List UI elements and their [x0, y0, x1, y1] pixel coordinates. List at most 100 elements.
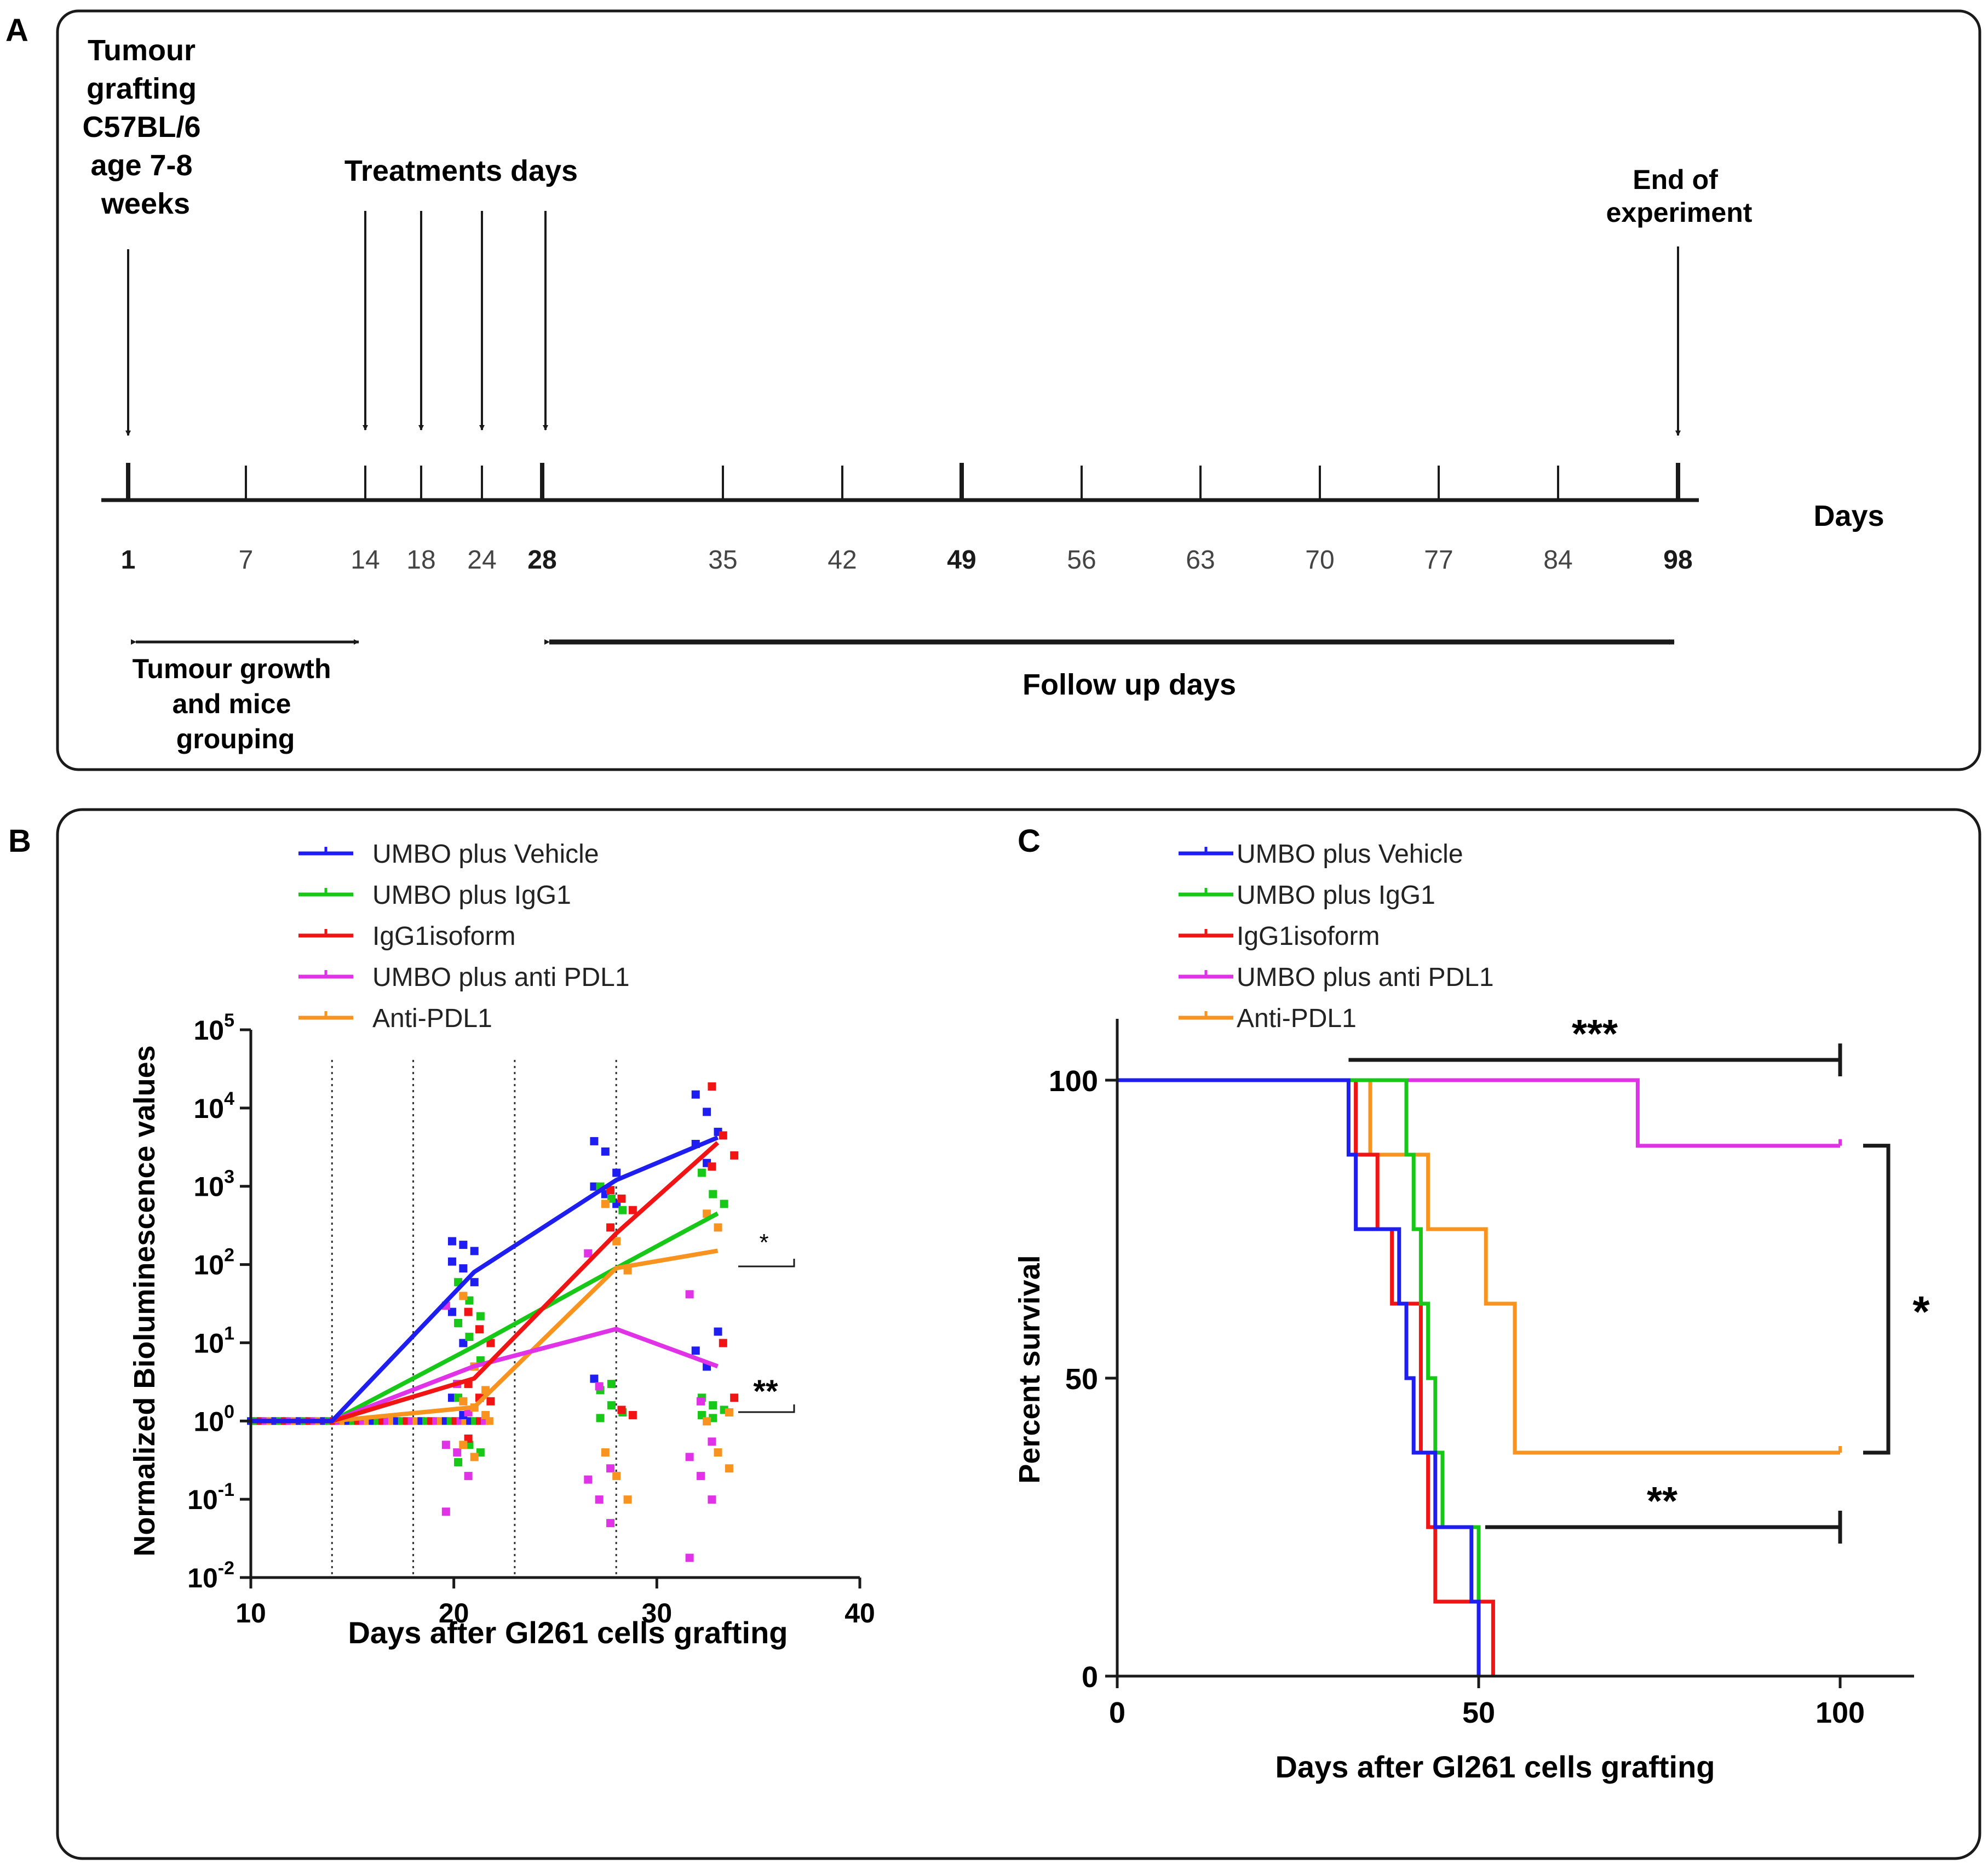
- point-igg1isoform: [730, 1393, 739, 1402]
- point-umbo-plus-igg1: [607, 1380, 616, 1389]
- legend: UMBO plus Vehicle UMBO plus IgG1 IgG1isofo…: [1179, 840, 1494, 1033]
- sig-label-triple: ***: [1572, 1012, 1618, 1056]
- point-umbo-plus-igg1: [596, 1414, 605, 1423]
- timeline-label-28: 28: [527, 546, 556, 575]
- point-umbo-plus-anti-pdl1: [441, 1441, 450, 1449]
- legend-label-igg1isoform: IgG1isoform: [372, 922, 515, 951]
- point-umbo-plus-anti-pdl1: [708, 1495, 716, 1504]
- y-tick-label: 100: [193, 1401, 234, 1437]
- point-anti-pdl1: [601, 1448, 610, 1457]
- grafting-label: Tumour grafting C57BL/6 age 7-8 weeks: [82, 34, 209, 220]
- point-igg1isoform: [606, 1223, 615, 1232]
- bracket-umbo-anti-pdl1: [738, 1404, 795, 1413]
- legend-label-umbo-plus-vehicle: UMBO plus Vehicle: [1237, 840, 1463, 869]
- point-igg1isoform: [708, 1082, 716, 1091]
- line-umbo-plus-vehicle: [251, 1135, 719, 1424]
- point-umbo-plus-vehicle: [590, 1374, 599, 1383]
- point-umbo-plus-vehicle: [447, 1257, 456, 1266]
- treatment-day-lines: [331, 1060, 617, 1578]
- point-anti-pdl1: [459, 1441, 468, 1449]
- x-axis-label: Days after Gl261 cells grafting: [1275, 1750, 1715, 1784]
- point-umbo-plus-vehicle: [447, 1307, 456, 1316]
- point-umbo-plus-igg1: [465, 1333, 474, 1341]
- y-tick-label: 10-2: [187, 1558, 234, 1593]
- y-tick-label: 103: [193, 1167, 234, 1202]
- panel-a-letter: A: [5, 13, 28, 48]
- point-anti-pdl1: [714, 1223, 722, 1232]
- point-umbo-plus-vehicle: [612, 1168, 621, 1177]
- panel-bc-frame: [56, 808, 1981, 1860]
- legend-label-umbo-plus-anti-pdl1: UMBO plus anti PDL1: [372, 963, 630, 992]
- panel-b-letter: B: [8, 823, 31, 859]
- point-umbo-plus-igg1: [720, 1200, 728, 1208]
- y-tick-label: 104: [193, 1088, 234, 1124]
- timeline-label-14: 14: [351, 546, 380, 575]
- timeline-label-7: 7: [239, 546, 254, 575]
- y-tick-label: 10-1: [187, 1479, 234, 1515]
- point-anti-pdl1: [459, 1292, 468, 1300]
- point-igg1isoform: [464, 1307, 473, 1316]
- point-umbo-plus-anti-pdl1: [685, 1453, 694, 1461]
- y-axis-label: Normalized Bioluminescence values: [128, 1045, 161, 1556]
- timeline-label-98: 98: [1663, 546, 1692, 575]
- point-umbo-plus-vehicle: [590, 1137, 599, 1145]
- timeline-label-70: 70: [1305, 546, 1334, 575]
- y-axis-label: Percent survival: [1013, 1255, 1046, 1483]
- point-umbo-plus-vehicle: [470, 1247, 479, 1255]
- point-umbo-plus-anti-pdl1: [584, 1249, 593, 1258]
- point-umbo-plus-vehicle: [714, 1327, 722, 1336]
- sig-label-double: **: [753, 1374, 778, 1409]
- point-umbo-plus-igg1: [454, 1458, 463, 1466]
- timeline-label-42: 42: [828, 546, 857, 575]
- sig-label-single: *: [759, 1229, 768, 1256]
- point-igg1isoform: [617, 1194, 626, 1203]
- point-igg1isoform: [475, 1325, 484, 1334]
- series-lines: [251, 1135, 720, 1424]
- point-igg1isoform: [606, 1186, 615, 1195]
- point-igg1isoform: [708, 1162, 716, 1171]
- point-anti-pdl1: [612, 1237, 621, 1246]
- point-umbo-plus-igg1: [709, 1190, 717, 1198]
- end-of-experiment-label: End of experiment: [1606, 164, 1753, 228]
- point-umbo-plus-vehicle: [703, 1108, 711, 1116]
- significance-annotations: ***: [738, 1229, 795, 1413]
- point-anti-pdl1: [623, 1495, 632, 1504]
- point-umbo-plus-igg1: [618, 1206, 627, 1214]
- point-anti-pdl1: [725, 1408, 733, 1417]
- point-umbo-plus-anti-pdl1: [685, 1290, 694, 1299]
- timeline-label-18: 18: [406, 546, 435, 575]
- timeline-label-77: 77: [1424, 546, 1453, 575]
- point-anti-pdl1: [703, 1417, 711, 1426]
- sig-label-single: *: [1912, 1287, 1930, 1336]
- point-igg1isoform: [730, 1151, 739, 1160]
- x-tick-label-30: 30: [642, 1598, 673, 1628]
- panel-c-letter: C: [1018, 823, 1041, 859]
- x-tick-label-50: 50: [1462, 1696, 1495, 1729]
- point-anti-pdl1: [459, 1397, 468, 1406]
- point-umbo-plus-igg1: [454, 1318, 463, 1327]
- timeline-labels: 1 7 14 18 24 28 35 42 49 56 63 70 77 84 98: [121, 546, 1693, 575]
- bracket-anti-pdl1: [738, 1259, 795, 1267]
- axes: 10 20 30 40 10-2 10-1 100 101 102 103 104 105 Days a…: [128, 1010, 875, 1650]
- y-tick-label: 101: [193, 1323, 234, 1358]
- growth-label: Tumour growth and mice grouping: [133, 653, 339, 754]
- sig-label-double: **: [1647, 1479, 1677, 1523]
- legend-label-umbo-plus-vehicle: UMBO plus Vehicle: [372, 840, 599, 869]
- timeline-label-49: 49: [947, 546, 976, 575]
- point-umbo-plus-vehicle: [459, 1339, 468, 1347]
- y-tick-label: 105: [193, 1010, 234, 1046]
- y-tick-label: 102: [193, 1245, 234, 1281]
- timeline-label-1: 1: [121, 546, 136, 575]
- followup-label: Follow up days: [1022, 668, 1236, 701]
- point-umbo-plus-anti-pdl1: [584, 1475, 593, 1484]
- point-igg1isoform: [719, 1339, 727, 1347]
- point-igg1isoform: [628, 1410, 637, 1419]
- bioluminescence-chart: 10 20 30 40 10-2 10-1 100 101 102 103 104 105 Days a…: [128, 840, 875, 1650]
- x-tick-label-40: 40: [844, 1598, 875, 1628]
- point-anti-pdl1: [714, 1448, 722, 1457]
- point-igg1isoform: [486, 1397, 495, 1406]
- legend-label-anti-pdl1: Anti-PDL1: [372, 1004, 492, 1033]
- point-umbo-plus-anti-pdl1: [464, 1472, 473, 1481]
- significance-annotations: ******: [1348, 1012, 1930, 1544]
- point-umbo-plus-anti-pdl1: [441, 1507, 450, 1516]
